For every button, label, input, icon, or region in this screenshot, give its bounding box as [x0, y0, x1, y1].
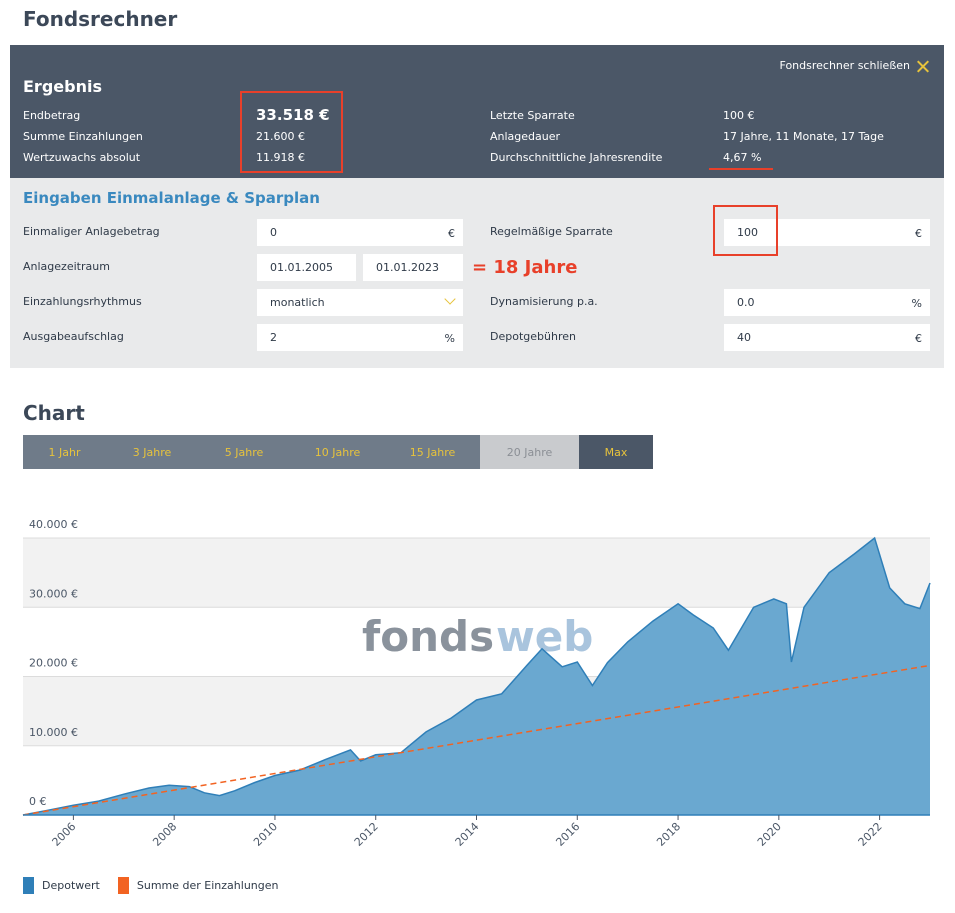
y-tick-label: 0 €	[29, 795, 47, 808]
depot-chart: fonds web 0 €10.000 €20.000 €30.000 €40.…	[22, 503, 931, 849]
grid-band	[23, 538, 930, 608]
start-date-input[interactable]: 01.01.2005	[257, 254, 356, 281]
einzahlungen-line	[22, 664, 931, 816]
einmaliger-anlagebetrag-label: Einmaliger Anlagebetrag	[23, 225, 160, 238]
y-tick-label: 20.000 €	[29, 657, 78, 670]
summe-einzahlungen-value: 21.600 €	[256, 130, 305, 143]
einzahlungsrhythmus-select[interactable]: monatlich	[257, 289, 463, 316]
depotwert-area	[23, 538, 930, 815]
depotgebuehren-label: Depotgebühren	[490, 330, 576, 343]
y-axis-labels: 0 € 10.000 € 20.000 € 30.000 € 40.000 €	[29, 518, 78, 808]
tab-5-jahre[interactable]: 5 Jahre	[198, 435, 290, 469]
x-tick-label: 2012	[352, 820, 381, 849]
dynamisierung-label: Dynamisierung p.a.	[490, 295, 598, 308]
x-axis-labels: 2006 2008 2010 2012 2014 2016 2018 2020 2022	[50, 815, 885, 849]
legend-swatch-depotwert	[23, 877, 34, 894]
letzte-sparrate-label: Letzte Sparrate	[490, 109, 575, 122]
anlagedauer-label: Anlagedauer	[490, 130, 561, 143]
euro-unit: €	[915, 227, 922, 240]
einmaliger-anlagebetrag-input[interactable]: 0 €	[257, 219, 463, 246]
start-date-value: 01.01.2005	[270, 261, 333, 274]
tab-1-jahr[interactable]: 1 Jahr	[23, 435, 106, 469]
duration-annotation: = 18 Jahre	[472, 257, 578, 278]
x-tick-label: 2010	[251, 820, 280, 849]
wertzuwachs-value: 11.918 €	[256, 151, 305, 164]
depotwert-line	[22, 536, 931, 816]
highlight-underline-rendite	[709, 168, 773, 170]
anlagezeitraum-label: Anlagezeitraum	[23, 260, 110, 273]
sparrate-value: 100	[737, 226, 758, 239]
x-tick-label: 2020	[755, 820, 784, 849]
anlagedauer-value: 17 Jahre, 11 Monate, 17 Tage	[723, 130, 884, 143]
x-tick-label: 2014	[453, 820, 482, 849]
legend-item-depotwert[interactable]: Depotwert	[23, 877, 100, 894]
tab-max[interactable]: Max	[579, 435, 653, 469]
end-date-value: 01.01.2023	[376, 261, 439, 274]
y-tick-label: 40.000 €	[29, 518, 78, 531]
highlight-box-sparrate	[713, 205, 778, 256]
wertzuwachs-label: Wertzuwachs absolut	[23, 151, 141, 164]
einzahlungsrhythmus-value: monatlich	[270, 296, 325, 309]
percent-unit: %	[444, 332, 455, 345]
legend-item-einzahlungen[interactable]: Summe der Einzahlungen	[117, 877, 279, 894]
jahresrendite-label: Durchschnittliche Jahresrendite	[490, 151, 663, 164]
x-tick-label: 2018	[654, 820, 683, 849]
end-date-input[interactable]: 01.01.2023	[363, 254, 463, 281]
highlight-box-results	[240, 91, 343, 173]
euro-unit: €	[915, 332, 922, 345]
sparrate-input[interactable]: 100 €	[724, 219, 930, 246]
close-icon[interactable]	[916, 59, 930, 73]
ausgabeaufschlag-input[interactable]: 2 %	[257, 324, 463, 351]
input-panel: Eingaben Einmalanlage & Sparplan Einmali…	[10, 178, 944, 368]
y-tick-label: 30.000 €	[29, 587, 78, 600]
legend-swatch-einzahlungen	[117, 877, 129, 894]
x-tick-label: 2008	[150, 820, 179, 849]
ausgabeaufschlag-label: Ausgabeaufschlag	[23, 330, 124, 343]
endbetrag-label: Endbetrag	[23, 109, 81, 122]
tab-10-jahre[interactable]: 10 Jahre	[290, 435, 385, 469]
watermark-fonds: fonds	[362, 612, 494, 661]
grid-band	[23, 503, 930, 538]
einzahlungsrhythmus-label: Einzahlungsrhythmus	[23, 295, 142, 308]
sparrate-label: Regelmäßige Sparrate	[490, 225, 613, 238]
range-tabs: 1 Jahr 3 Jahre 5 Jahre 10 Jahre 15 Jahre…	[23, 435, 653, 469]
depotgebuehren-value: 40	[737, 331, 751, 344]
percent-unit: %	[911, 297, 922, 310]
legend-label-einzahlungen: Summe der Einzahlungen	[136, 879, 279, 892]
x-tick-label: 2022	[856, 820, 885, 849]
endbetrag-value: 33.518 €	[256, 106, 330, 124]
chart-legend: Depotwert Summe der Einzahlungen	[23, 877, 296, 894]
dynamisierung-input[interactable]: 0.0 %	[724, 289, 930, 316]
input-section-title: Eingaben Einmalanlage & Sparplan	[23, 189, 320, 207]
einmaliger-anlagebetrag-value: 0	[270, 226, 277, 239]
result-title: Ergebnis	[23, 77, 102, 96]
legend-label-depotwert: Depotwert	[42, 879, 100, 892]
summe-einzahlungen-label: Summe Einzahlungen	[23, 130, 143, 143]
close-calculator-link[interactable]: Fondsrechner schließen	[779, 59, 910, 72]
chart-title: Chart	[23, 401, 85, 425]
tab-15-jahre[interactable]: 15 Jahre	[385, 435, 480, 469]
chevron-down-icon	[444, 293, 456, 305]
dynamisierung-value: 0.0	[737, 296, 755, 309]
letzte-sparrate-value: 100 €	[723, 109, 755, 122]
result-panel: Ergebnis Fondsrechner schließen Endbetra…	[10, 45, 944, 178]
page-title: Fondsrechner	[23, 7, 178, 31]
tab-20-jahre: 20 Jahre	[480, 435, 579, 469]
depotgebuehren-input[interactable]: 40 €	[724, 324, 930, 351]
tab-3-jahre[interactable]: 3 Jahre	[106, 435, 198, 469]
euro-unit: €	[448, 227, 455, 240]
y-tick-label: 10.000 €	[29, 726, 78, 739]
jahresrendite-value: 4,67 %	[723, 151, 762, 164]
ausgabeaufschlag-value: 2	[270, 331, 277, 344]
x-tick-label: 2006	[50, 820, 79, 849]
x-tick-label: 2016	[553, 820, 582, 849]
